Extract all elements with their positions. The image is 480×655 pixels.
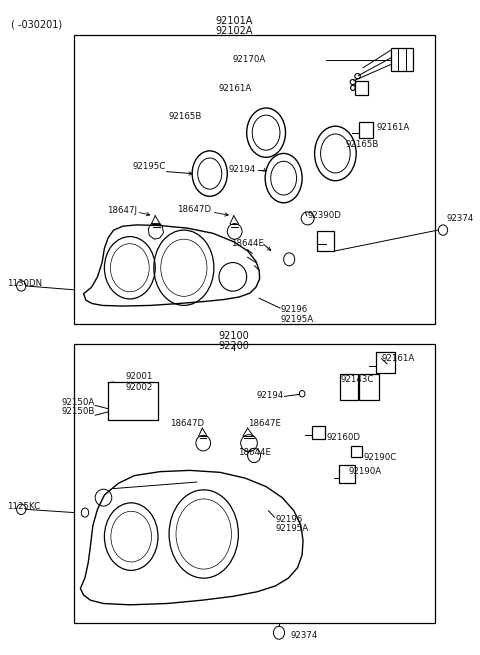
Bar xyxy=(339,465,355,483)
Text: 92195C: 92195C xyxy=(132,162,166,171)
Bar xyxy=(340,374,358,400)
Text: 92374: 92374 xyxy=(290,631,317,641)
Text: 92165B: 92165B xyxy=(168,112,202,121)
Text: 92102A: 92102A xyxy=(215,26,252,36)
Text: 92161A: 92161A xyxy=(382,354,415,363)
Text: 92194: 92194 xyxy=(228,165,256,174)
Bar xyxy=(74,344,435,623)
Text: ( -030201): ( -030201) xyxy=(11,19,62,29)
Bar xyxy=(74,35,435,324)
Text: 92001: 92001 xyxy=(125,372,153,381)
Bar xyxy=(108,382,158,420)
Bar xyxy=(360,374,379,400)
Bar xyxy=(376,352,396,373)
Text: 92150A: 92150A xyxy=(62,398,95,407)
Text: 92190A: 92190A xyxy=(348,467,382,476)
Bar xyxy=(317,231,335,251)
Text: 18647D: 18647D xyxy=(169,419,204,428)
Text: 18644E: 18644E xyxy=(238,448,271,457)
Text: 92196: 92196 xyxy=(281,305,308,314)
Bar xyxy=(391,48,413,71)
Text: 92200: 92200 xyxy=(218,341,249,350)
Text: 92150B: 92150B xyxy=(62,407,95,417)
Text: 92390D: 92390D xyxy=(308,211,342,219)
Text: 18647J: 18647J xyxy=(107,206,137,215)
Text: 92195A: 92195A xyxy=(276,525,309,533)
Text: 92101A: 92101A xyxy=(215,16,252,26)
Text: 92161A: 92161A xyxy=(377,123,410,132)
Bar xyxy=(360,122,373,138)
Bar xyxy=(351,445,362,457)
Bar xyxy=(312,426,325,440)
Text: 92100: 92100 xyxy=(218,331,249,341)
Text: 1125KC: 1125KC xyxy=(7,502,40,512)
Text: 92194: 92194 xyxy=(256,391,284,400)
Text: 92190C: 92190C xyxy=(363,453,396,462)
Text: 1130DN: 1130DN xyxy=(7,280,43,288)
Text: 18647D: 18647D xyxy=(177,205,211,214)
Text: 92374: 92374 xyxy=(446,214,474,223)
Text: 18644E: 18644E xyxy=(231,238,264,248)
Text: 92165B: 92165B xyxy=(346,140,379,149)
Text: 92196: 92196 xyxy=(276,515,302,523)
Text: 92195A: 92195A xyxy=(281,315,314,324)
Text: 92160D: 92160D xyxy=(326,434,360,442)
Text: 92170A: 92170A xyxy=(233,56,266,64)
Text: 92002: 92002 xyxy=(125,383,153,392)
Text: 18647E: 18647E xyxy=(248,419,281,428)
Text: 92161A: 92161A xyxy=(219,84,252,93)
Bar xyxy=(355,81,368,95)
Text: 92143C: 92143C xyxy=(340,375,373,384)
